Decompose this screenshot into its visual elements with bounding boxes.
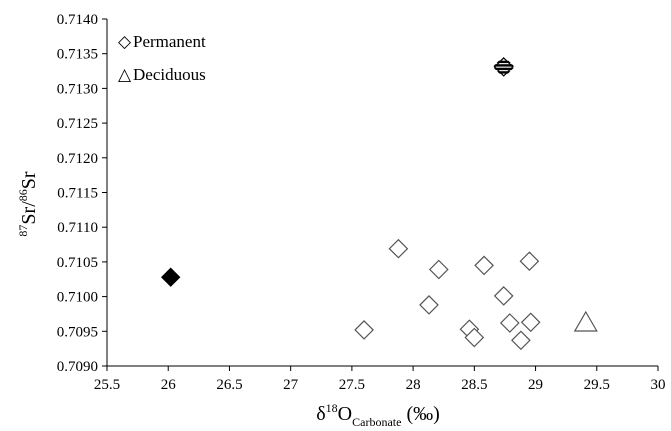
x-tick-label: 29.5 — [584, 377, 610, 393]
data-point — [573, 310, 598, 332]
data-point — [519, 251, 540, 272]
data-point — [511, 330, 531, 351]
legend-permanent-label: Permanent — [133, 32, 206, 51]
legend-deciduous-label: Deciduous — [133, 65, 206, 84]
y-tick-label: 0.7090 — [57, 359, 98, 375]
stripe — [493, 71, 514, 74]
data-point — [493, 286, 514, 306]
y-tick-label: 0.7135 — [57, 47, 98, 63]
triangle-marker — [573, 310, 598, 332]
diamond-marker — [511, 330, 531, 351]
x-tick-label: 27 — [283, 377, 299, 393]
x-tick-label: 30 — [651, 377, 666, 393]
y-tick-label: 0.7100 — [57, 290, 98, 306]
diamond-marker — [474, 255, 494, 276]
legend-deciduous-symbol: △ — [118, 65, 132, 84]
x-tick-label: 28.5 — [461, 377, 487, 393]
legend-permanent-symbol: ◇ — [118, 32, 132, 51]
data-points — [160, 57, 598, 351]
diamond-filled-marker — [160, 267, 181, 287]
diamond-marker — [499, 313, 520, 333]
y-tick-label: 0.7095 — [57, 324, 98, 340]
x-axis-label: δ18OCarbonate (‰) — [316, 401, 440, 429]
x-tick-label: 26.5 — [216, 377, 242, 393]
data-point — [388, 238, 409, 259]
data-point — [428, 259, 449, 280]
diamond-marker — [354, 320, 374, 340]
x-tick-labels: 25.5 26 26.5 27 27.5 28 28.5 29 29.5 30 — [94, 366, 666, 393]
data-point — [493, 57, 514, 77]
y-tick-label: 0.7110 — [57, 220, 98, 236]
y-tick-label: 0.7125 — [57, 116, 98, 132]
diamond-marker — [428, 259, 449, 280]
y-axis-label: 87Sr/86Sr — [16, 171, 40, 236]
data-point — [464, 327, 485, 348]
diamond-marker — [520, 312, 541, 333]
stripe — [493, 60, 514, 64]
x-tick-label: 27.5 — [339, 377, 365, 393]
legend: ◇ Permanent △ Deciduous — [118, 32, 206, 84]
data-point — [160, 267, 181, 287]
y-tick-label: 0.7115 — [57, 186, 98, 202]
y-tick-label: 0.7140 — [57, 12, 98, 28]
data-point — [474, 255, 494, 276]
diamond-marker — [519, 251, 540, 272]
y-tick-label: 0.7120 — [57, 151, 98, 167]
x-tick-label: 26 — [161, 377, 177, 393]
data-point — [499, 313, 520, 333]
x-tick-label: 28 — [406, 377, 421, 393]
stripe — [493, 67, 514, 71]
diamond-marker — [464, 327, 485, 348]
data-point — [520, 312, 541, 333]
y-tick-label: 0.7130 — [57, 81, 98, 97]
diamond-marker — [388, 238, 409, 259]
data-point — [419, 295, 439, 315]
diamond-marker — [493, 286, 514, 306]
x-tick-label: 25.5 — [94, 377, 120, 393]
y-tick-label: 0.7105 — [57, 255, 98, 271]
y-tick-labels: 0.7090 0.7095 0.7100 0.7105 0.7110 0.7115 0.71… — [57, 12, 107, 375]
stripe — [493, 64, 514, 67]
x-tick-label: 29 — [528, 377, 543, 393]
data-point — [354, 320, 374, 340]
diamond-marker — [419, 295, 439, 315]
